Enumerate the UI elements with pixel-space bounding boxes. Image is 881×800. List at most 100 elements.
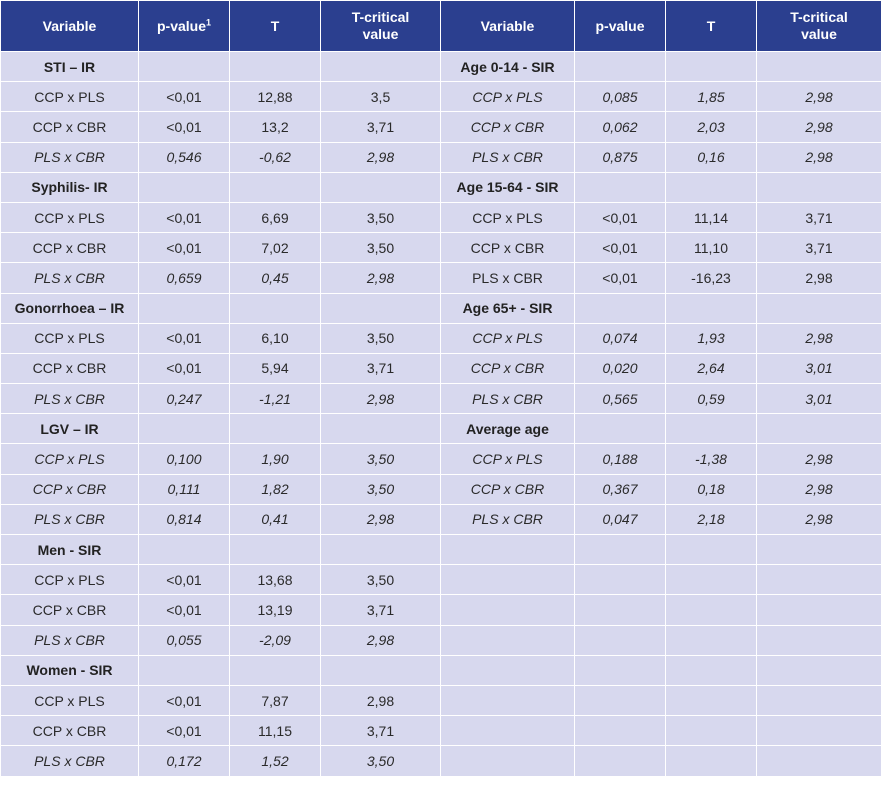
group-label: LGV – IR <box>0 413 139 445</box>
empty-cell <box>756 50 881 83</box>
t-critical-cell: 2,98 <box>756 111 881 143</box>
table-row: PLS x CBR 0,546 -0,62 2,98 PLS x CBR 0,875 0,1… <box>0 141 881 173</box>
comparison-label: CCP x CBR <box>0 111 139 143</box>
empty-cell <box>138 292 230 324</box>
header-t-right: T <box>665 0 757 52</box>
empty-cell <box>574 564 666 596</box>
t-value-cell: 11,15 <box>229 715 321 747</box>
table-row: CCP x CBR <0,01 5,94 3,71 CCP x CBR 0,020 2,64… <box>0 352 881 385</box>
empty-cell <box>756 594 881 626</box>
empty-cell <box>574 654 666 686</box>
empty-cell <box>229 292 321 324</box>
comparison-label: CCP x PLS <box>0 564 139 596</box>
empty-cell <box>756 684 881 717</box>
p-value-cell: <0,01 <box>138 352 230 385</box>
p-value-cell: 0,546 <box>138 141 230 173</box>
p-value-cell: <0,01 <box>138 594 230 626</box>
empty-cell <box>756 654 881 686</box>
t-value-cell: 0,16 <box>665 141 757 173</box>
p-value-cell: <0,01 <box>138 684 230 717</box>
header-p-value-left: p-value1 <box>138 0 230 52</box>
comparison-label: PLS x CBR <box>440 503 575 536</box>
comparison-label: CCP x PLS <box>440 201 575 234</box>
empty-cell <box>665 654 757 686</box>
table-row: CCP x PLS <0,01 6,10 3,50 CCP x PLS 0,074 1,93… <box>0 322 881 354</box>
comparison-label: CCP x CBR <box>440 352 575 385</box>
table-row: PLS x CBR 0,814 0,41 2,98 PLS x CBR 0,047 2,18… <box>0 503 881 536</box>
group-label: Men - SIR <box>0 533 139 566</box>
t-value-cell: 0,45 <box>229 262 321 294</box>
t-critical-cell: 3,50 <box>320 232 441 264</box>
t-critical-cell: 2,98 <box>756 81 881 113</box>
header-variable-left: Variable <box>0 0 139 52</box>
t-critical-cell: 2,98 <box>320 684 441 717</box>
t-value-cell: 0,41 <box>229 503 321 536</box>
group-label: Gonorrhoea – IR <box>0 292 139 324</box>
empty-cell <box>138 654 230 686</box>
p-value-cell: 0,367 <box>574 473 666 505</box>
comparison-label: CCP x CBR <box>440 111 575 143</box>
t-value-cell: 2,18 <box>665 503 757 536</box>
empty-cell <box>665 292 757 324</box>
t-value-cell: 7,87 <box>229 684 321 717</box>
empty-cell <box>574 715 666 747</box>
empty-cell <box>440 654 575 686</box>
table-row: PLS x CBR 0,247 -1,21 2,98 PLS x CBR 0,565 0,5… <box>0 383 881 415</box>
t-critical-cell: 2,98 <box>320 624 441 656</box>
t-critical-cell: 2,98 <box>320 141 441 173</box>
empty-cell <box>665 533 757 566</box>
table-row: CCP x PLS <0,01 7,87 2,98 <box>0 684 881 717</box>
t-critical-cell: 3,71 <box>320 594 441 626</box>
header-p-value-right: p-value <box>574 0 666 52</box>
empty-cell <box>574 533 666 566</box>
t-critical-cell: 3,50 <box>320 564 441 596</box>
empty-cell <box>138 50 230 83</box>
empty-cell <box>756 745 881 777</box>
t-critical-cell: 2,98 <box>756 262 881 294</box>
t-critical-cell: 3,01 <box>756 383 881 415</box>
header-row: Variable p-value1 T T-critical value Vari… <box>0 0 881 52</box>
t-value-cell: 5,94 <box>229 352 321 385</box>
t-critical-cell: 2,98 <box>756 322 881 354</box>
p-value-cell: 0,074 <box>574 322 666 354</box>
t-critical-cell: 3,5 <box>320 81 441 113</box>
p-value-cell: 0,247 <box>138 383 230 415</box>
p-value-cell: <0,01 <box>138 715 230 747</box>
comparison-label: CCP x PLS <box>0 81 139 113</box>
empty-cell <box>320 171 441 203</box>
t-critical-cell: 3,71 <box>320 715 441 747</box>
comparison-label: PLS x CBR <box>0 503 139 536</box>
table-row: PLS x CBR 0,055 -2,09 2,98 <box>0 624 881 656</box>
t-critical-cell: 2,98 <box>320 262 441 294</box>
empty-cell <box>229 654 321 686</box>
t-critical-cell: 3,50 <box>320 201 441 234</box>
t-critical-cell: 3,50 <box>320 322 441 354</box>
t-value-cell: 0,59 <box>665 383 757 415</box>
comparison-label: CCP x PLS <box>0 443 139 475</box>
empty-cell <box>229 171 321 203</box>
comparison-label: CCP x CBR <box>440 473 575 505</box>
empty-cell <box>440 624 575 656</box>
comparison-label: PLS x CBR <box>0 745 139 777</box>
comparison-label: CCP x PLS <box>0 201 139 234</box>
empty-cell <box>574 292 666 324</box>
table-row: Men - SIR <box>0 533 881 566</box>
empty-cell <box>574 50 666 83</box>
comparison-label: CCP x PLS <box>0 322 139 354</box>
empty-cell <box>665 594 757 626</box>
empty-cell <box>320 413 441 445</box>
empty-cell <box>440 533 575 566</box>
empty-cell <box>665 564 757 596</box>
comparison-label: CCP x CBR <box>0 473 139 505</box>
empty-cell <box>756 715 881 747</box>
empty-cell <box>665 684 757 717</box>
table-row: Gonorrhoea – IR Age 65+ - SIR <box>0 292 881 324</box>
t-value-cell: 1,93 <box>665 322 757 354</box>
p-value-cell: 0,062 <box>574 111 666 143</box>
comparison-label: CCP x CBR <box>0 594 139 626</box>
empty-cell <box>665 715 757 747</box>
t-value-cell: 1,90 <box>229 443 321 475</box>
table-row: PLS x CBR 0,172 1,52 3,50 <box>0 745 881 777</box>
t-critical-cell: 3,71 <box>756 201 881 234</box>
p-value-cell: 0,047 <box>574 503 666 536</box>
